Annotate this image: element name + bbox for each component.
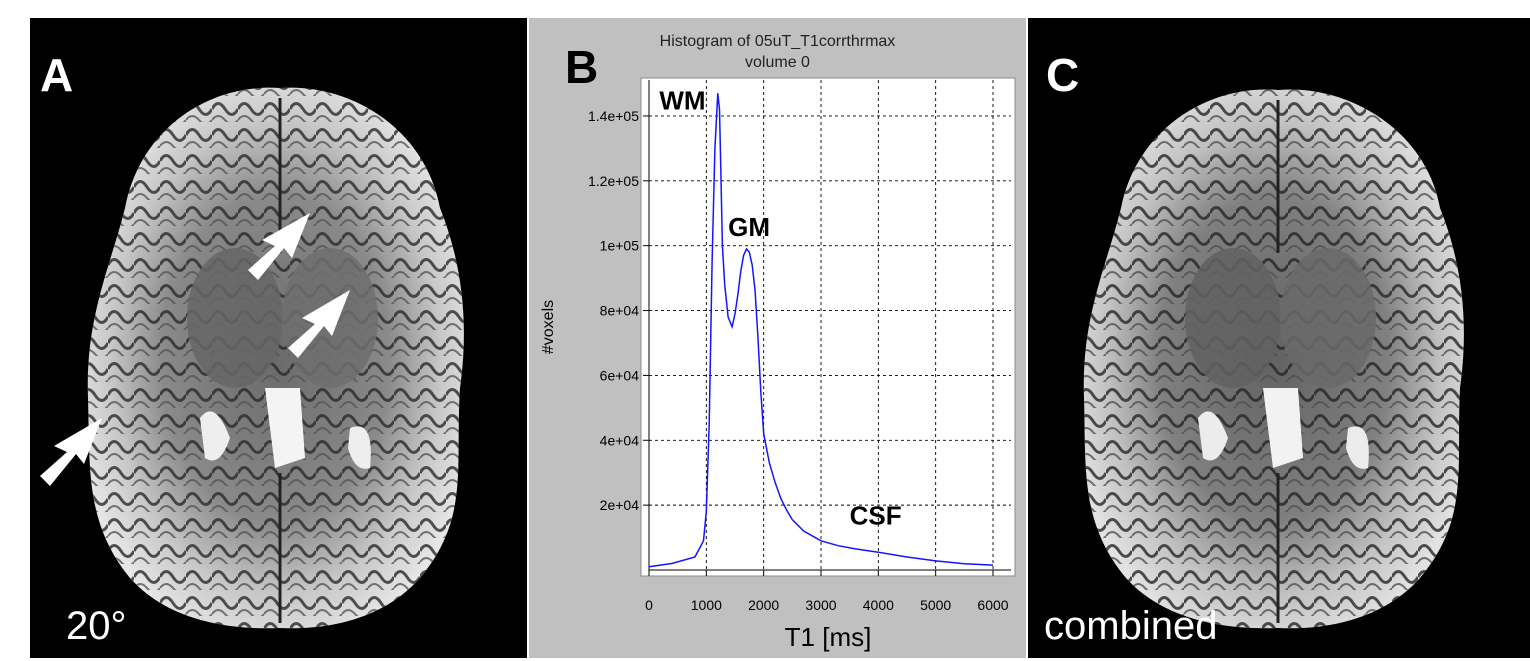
y-tick-label: 4e+04 — [600, 432, 640, 448]
x-tick-label: 6000 — [977, 597, 1008, 613]
y-tick-label: 1.2e+05 — [588, 173, 639, 189]
histogram-title: Histogram of 05uT_T1corrthrmax — [659, 33, 896, 50]
annotation-label: WM — [659, 85, 705, 115]
panel-letter-c: C — [1046, 49, 1080, 101]
panel-a-caption: 20° — [66, 604, 127, 648]
y-tick-label: 1e+05 — [600, 238, 640, 254]
panel-c: C combined — [1028, 18, 1530, 658]
y-tick-label: 8e+04 — [600, 303, 640, 319]
annotation-label: GM — [728, 212, 770, 242]
arrow-icon — [288, 290, 350, 358]
annotation-label: CSF — [850, 501, 902, 531]
x-tick-label: 2000 — [748, 597, 779, 613]
panel-a: A 20° — [30, 18, 527, 658]
arrow-icon — [248, 213, 310, 280]
y-tick-label: 2e+04 — [600, 497, 640, 513]
histogram-subtitle: volume 0 — [745, 54, 810, 71]
y-tick-label: 1.4e+05 — [588, 108, 639, 124]
plot-frame — [640, 77, 1016, 577]
y-tick-label: 6e+04 — [600, 367, 640, 383]
panel-letter-a: A — [40, 49, 74, 101]
arrow-icon — [40, 418, 102, 486]
y-axis-label: #voxels — [540, 300, 557, 354]
panel-b: Histogram of 05uT_T1corrthrmax volume 0 … — [529, 18, 1026, 658]
x-tick-label: 4000 — [863, 597, 894, 613]
x-tick-label: 1000 — [691, 597, 722, 613]
brain-image-c — [1083, 89, 1464, 629]
x-tick-label: 3000 — [805, 597, 836, 613]
x-axis-label: T1 [ms] — [785, 622, 872, 652]
histogram-curve — [648, 93, 994, 568]
panel-letter-b: B — [565, 41, 599, 93]
brain-image-a — [40, 87, 464, 629]
panel-c-caption: combined — [1044, 604, 1218, 648]
histogram-chart: 0 1000 2000 3000 4000 5000 6000 2e+04 4e+04 6e+04… — [540, 77, 1016, 652]
x-tick-label: 5000 — [920, 597, 951, 613]
x-tick-label: 0 — [645, 597, 653, 613]
